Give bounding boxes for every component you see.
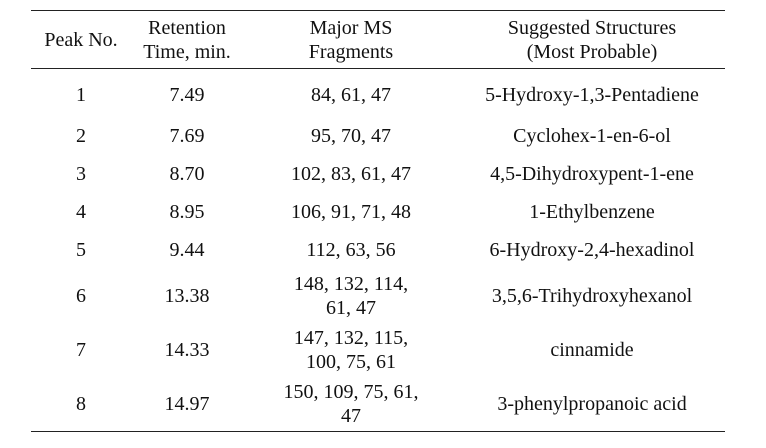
cell-peak: 7 (76, 339, 86, 361)
cell-structure: Cyclohex-1-en-6-ol (513, 125, 671, 147)
cell-peak: 4 (76, 201, 86, 223)
fragment-line: 148, 132, 114, (293, 273, 409, 295)
cell-peak: 3 (76, 163, 86, 185)
header-line: (Most Probable) (526, 40, 658, 63)
fragment-line: 147, 132, 115, (293, 327, 409, 349)
cell-time: 7.49 (169, 84, 205, 106)
table-header-row: Peak No. Retention Time, min. Major MS F… (31, 10, 725, 69)
cell-fragments: 102, 83, 61, 47 (243, 155, 459, 193)
cell-time: 7.69 (169, 125, 205, 147)
cell-fragments: 84, 61, 47 (243, 69, 459, 118)
table-row: 5 9.44 112, 63, 56 6-Hydroxy-2,4-hexadin… (31, 231, 725, 269)
cell-time: 14.97 (164, 393, 210, 415)
header-peak-no: Peak No. (31, 11, 131, 69)
cell-structure: cinnamide (550, 339, 634, 361)
cell-structure: 3-phenylpropanoic acid (497, 393, 687, 415)
header-ms-fragments: Major MS Fragments (243, 11, 459, 69)
header-line: Major MS (309, 16, 393, 39)
cell-fragments: 150, 109, 75, 61, 47 (243, 377, 459, 432)
cell-fragments: 95, 70, 47 (243, 117, 459, 155)
fragment-line: 47 (341, 405, 361, 427)
table-row: 4 8.95 106, 91, 71, 48 1-Ethylbenzene (31, 193, 725, 231)
ms-results-table-container: Peak No. Retention Time, min. Major MS F… (31, 10, 725, 432)
cell-fragments: 148, 132, 114, 61, 47 (243, 269, 459, 323)
table-row: 1 7.49 84, 61, 47 5-Hydroxy-1,3-Pentadie… (31, 69, 725, 118)
fragment-line: 61, 47 (326, 297, 376, 319)
table-row: 8 14.97 150, 109, 75, 61, 47 3-phenylpro… (31, 377, 725, 432)
fragment-line: 112, 63, 56 (306, 239, 396, 261)
header-line: Retention (148, 16, 226, 39)
fragment-line: 84, 61, 47 (311, 84, 391, 106)
table-row: 7 14.33 147, 132, 115, 100, 75, 61 cinna… (31, 323, 725, 377)
header-line: Peak No. (44, 28, 118, 51)
table-row: 2 7.69 95, 70, 47 Cyclohex-1-en-6-ol (31, 117, 725, 155)
fragment-line: 95, 70, 47 (311, 125, 391, 147)
fragment-line: 100, 75, 61 (306, 351, 396, 373)
header-retention-time: Retention Time, min. (131, 11, 243, 69)
cell-structure: 4,5-Dihydroxypent-1-ene (490, 163, 694, 185)
cell-time: 8.70 (169, 163, 205, 185)
header-line: Fragments (308, 40, 394, 63)
cell-structure: 1-Ethylbenzene (529, 201, 655, 223)
cell-structure: 3,5,6-Trihydroxyhexanol (491, 285, 693, 307)
ms-results-table: Peak No. Retention Time, min. Major MS F… (31, 10, 725, 432)
cell-time: 9.44 (169, 239, 205, 261)
cell-time: 8.95 (169, 201, 205, 223)
fragment-line: 102, 83, 61, 47 (291, 163, 411, 185)
cell-structure: 6-Hydroxy-2,4-hexadinol (489, 239, 695, 261)
cell-peak: 2 (76, 125, 86, 147)
header-line: Time, min. (143, 40, 231, 63)
table-row: 6 13.38 148, 132, 114, 61, 47 3,5,6-Trih… (31, 269, 725, 323)
cell-time: 13.38 (164, 285, 210, 307)
cell-fragments: 147, 132, 115, 100, 75, 61 (243, 323, 459, 377)
cell-structure: 5-Hydroxy-1,3-Pentadiene (485, 84, 699, 106)
cell-fragments: 112, 63, 56 (243, 231, 459, 269)
header-line: Suggested Structures (507, 16, 677, 39)
cell-time: 14.33 (164, 339, 210, 361)
cell-peak: 8 (76, 393, 86, 415)
cell-peak: 1 (76, 84, 86, 106)
fragment-line: 106, 91, 71, 48 (291, 201, 411, 223)
cell-peak: 5 (76, 239, 86, 261)
cell-peak: 6 (76, 285, 86, 307)
header-suggested-structures: Suggested Structures (Most Probable) (459, 11, 725, 69)
table-row: 3 8.70 102, 83, 61, 47 4,5-Dihydroxypent… (31, 155, 725, 193)
fragment-line: 150, 109, 75, 61, (283, 381, 419, 403)
cell-fragments: 106, 91, 71, 48 (243, 193, 459, 231)
